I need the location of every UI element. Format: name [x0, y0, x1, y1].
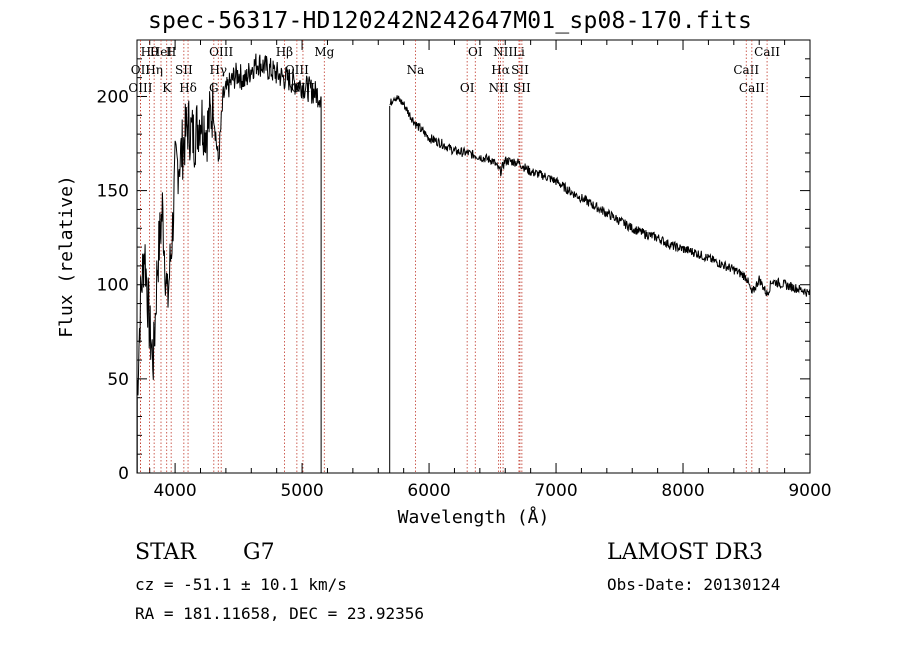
survey-label: LAMOST DR3 — [607, 540, 763, 565]
line-label: Mg — [314, 45, 334, 59]
y-tick-label: 100 — [97, 276, 129, 296]
line-label: OIII — [285, 63, 309, 77]
line-label: Hα — [491, 63, 510, 77]
chart-title: spec-56317-HD120242N242647M01_sp08-170.f… — [147, 8, 753, 34]
line-label: NII — [489, 81, 509, 95]
y-tick-label: 200 — [97, 87, 129, 107]
y-tick-label: 0 — [118, 464, 129, 484]
x-tick-label: 4000 — [153, 481, 196, 501]
line-label: Hη — [145, 63, 163, 77]
x-tick-label: 9000 — [788, 481, 831, 501]
x-tick-label: 5000 — [280, 481, 323, 501]
y-axis-label: Flux (relative) — [56, 175, 77, 338]
x-tick-label: 8000 — [661, 481, 704, 501]
line-label: Hβ — [276, 45, 293, 59]
coordinates-text: RA = 181.11658, DEC = 23.92356 — [135, 604, 424, 623]
line-label: OI — [468, 45, 483, 59]
x-tick-label: 6000 — [407, 481, 450, 501]
y-tick-label: 50 — [107, 370, 129, 390]
object-class: STAR — [135, 540, 196, 565]
line-label: Hδ — [179, 81, 197, 95]
redshift-text: cz = -51.1 ± 10.1 km/s — [135, 575, 347, 594]
line-label: OII — [131, 63, 151, 77]
x-axis-label: Wavelength (Å) — [398, 506, 550, 528]
line-label: SII — [511, 63, 529, 77]
line-label: OIII — [209, 45, 233, 59]
line-label: CaII — [739, 81, 765, 95]
obs-date-text: Obs-Date: 20130124 — [607, 575, 781, 594]
line-label: NII — [493, 45, 513, 59]
line-label: OI — [460, 81, 475, 95]
x-tick-label: 7000 — [534, 481, 577, 501]
line-label: SII — [175, 63, 193, 77]
object-subclass: G7 — [243, 540, 275, 565]
spectrum-line-red — [389, 95, 811, 297]
line-label: OIII — [128, 81, 152, 95]
line-label: Li — [513, 45, 525, 59]
line-label: K — [162, 81, 172, 95]
line-label: Na — [407, 63, 425, 77]
line-label: H — [166, 45, 176, 59]
line-label: SII — [513, 81, 531, 95]
line-label: Hγ — [209, 63, 227, 77]
line-label: CaII — [754, 45, 780, 59]
line-label: CaII — [733, 63, 759, 77]
line-label: G — [209, 81, 219, 95]
plot-frame — [136, 39, 811, 474]
y-tick-label: 150 — [97, 182, 129, 202]
spectrum-line-blue — [136, 53, 322, 399]
